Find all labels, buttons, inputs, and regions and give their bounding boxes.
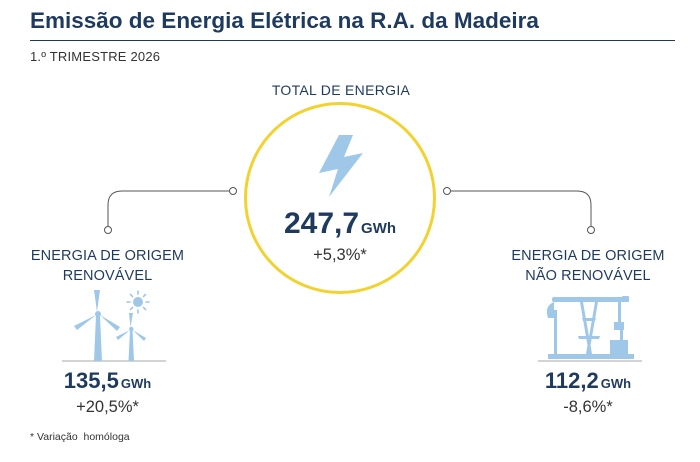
total-value-unit: GWh xyxy=(361,220,397,237)
total-energy-label: TOTAL DE ENERGIA xyxy=(271,82,411,98)
total-value-number: 247,7 xyxy=(283,207,360,240)
non-renewable-value-number: 112,2 xyxy=(544,368,599,393)
renewable-value-number: 135,5 xyxy=(63,368,119,393)
wind-turbines-sun-icon xyxy=(74,290,150,361)
page-title: Emissão de Energia Elétrica na R.A. da M… xyxy=(30,8,539,33)
non-renewable-label: ENERGIA DE ORIGEM NÃO RENOVÁVEL xyxy=(488,246,688,286)
right-connector-dot-top xyxy=(443,187,451,195)
renewable-label: ENERGIA DE ORIGEM RENOVÁVEL xyxy=(15,246,200,286)
total-variation: +5,3%* xyxy=(313,246,367,264)
non-renewable-value-unit: GWh xyxy=(600,376,632,391)
non-renewable-label-line1: ENERGIA DE ORIGEM xyxy=(511,248,665,264)
left-connector-dot-top xyxy=(229,187,237,195)
oil-pump-jack-icon xyxy=(546,296,634,359)
title-divider xyxy=(30,40,675,41)
footnote: * Variação homóloga xyxy=(30,431,130,443)
renewable-variation: +20,5%* xyxy=(76,398,139,416)
total-energy-value: 247,7 GWh xyxy=(244,207,436,241)
renewable-value: 135,5 GWh xyxy=(15,368,200,394)
left-connector-dot-bottom xyxy=(104,226,112,234)
renewable-label-line2: RENOVÁVEL xyxy=(62,268,153,284)
left-connector xyxy=(107,190,229,226)
period-subtitle: 1.º TRIMESTRE 2026 xyxy=(30,49,161,64)
right-connector xyxy=(451,190,592,226)
renewable-value-unit: GWh xyxy=(120,376,152,391)
lightning-bolt-icon xyxy=(319,135,363,197)
non-renewable-variation: -8,6%* xyxy=(563,398,613,416)
non-renewable-value: 112,2 GWh xyxy=(488,368,688,394)
renewable-label-line1: ENERGIA DE ORIGEM xyxy=(30,248,185,264)
non-renewable-label-line2: NÃO RENOVÁVEL xyxy=(525,268,651,284)
total-energy-circle xyxy=(244,102,436,294)
right-connector-dot-bottom xyxy=(587,226,595,234)
